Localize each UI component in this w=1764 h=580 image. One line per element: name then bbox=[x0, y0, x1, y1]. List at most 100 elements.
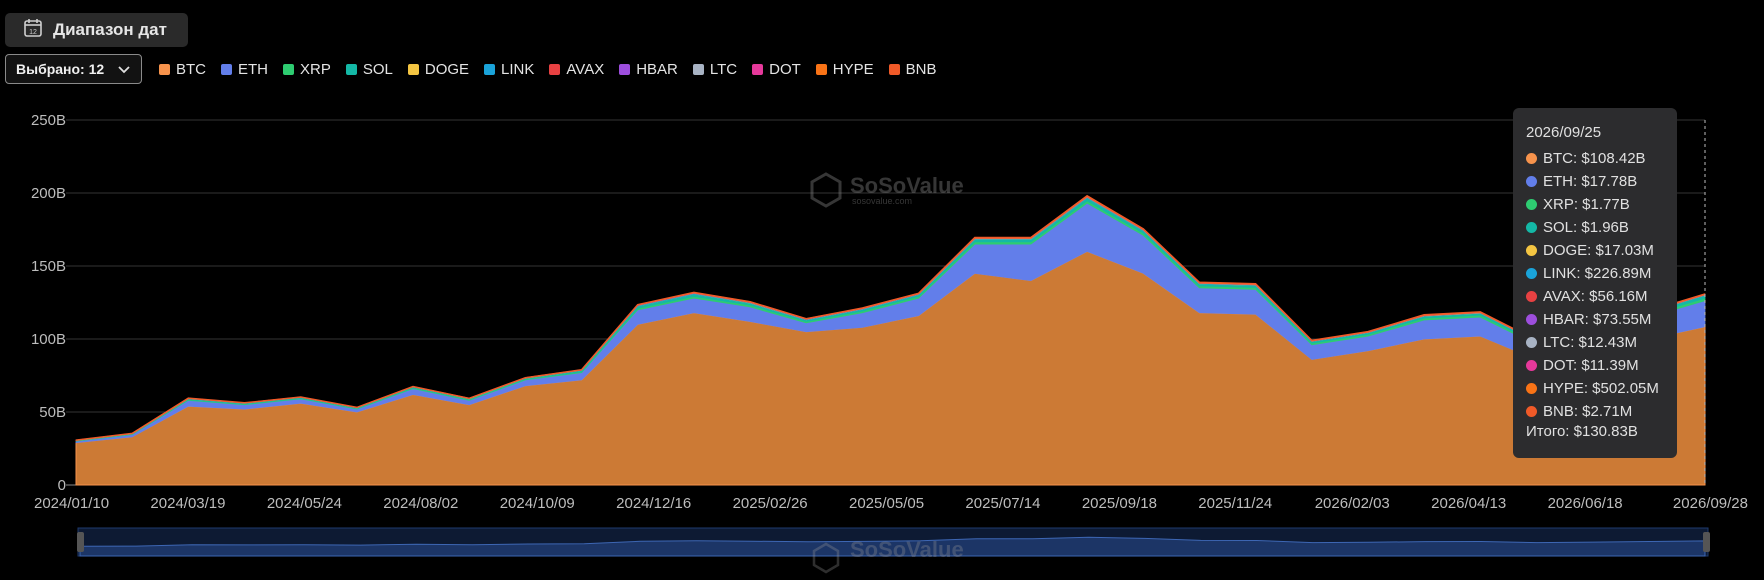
tooltip-row: HYPE: $502.05M bbox=[1526, 377, 1677, 400]
navigator-series bbox=[79, 536, 1706, 557]
legend-label: DOT bbox=[769, 60, 801, 78]
tooltip-row: ETH: $17.78B bbox=[1526, 170, 1677, 193]
y-tick-label: 50B bbox=[39, 404, 66, 421]
x-tick-label: 2024/08/02 bbox=[383, 495, 458, 512]
x-tick-label: 2025/09/18 bbox=[1082, 495, 1157, 512]
legend-item-sol[interactable]: SOL bbox=[345, 60, 393, 78]
legend-item-avax[interactable]: AVAX bbox=[549, 61, 604, 78]
tooltip-row-label: SOL: $1.96B bbox=[1543, 219, 1629, 236]
legend-item-eth[interactable]: ETH bbox=[221, 61, 268, 78]
tooltip-row: DOGE: $17.03M bbox=[1526, 239, 1677, 262]
tooltip-row: BNB: $2.71M bbox=[1526, 400, 1677, 423]
legend-swatch bbox=[888, 63, 900, 75]
legend-swatch bbox=[345, 63, 357, 75]
tooltip-total: Итого: $130.83B bbox=[1526, 423, 1638, 440]
legend-label: LINK bbox=[501, 60, 535, 78]
y-tick-label: 250B bbox=[31, 112, 66, 129]
legend-item-btc[interactable]: BTC bbox=[159, 61, 206, 78]
tooltip-row-label: DOGE: $17.03M bbox=[1543, 242, 1654, 259]
x-tick-label: 2026/04/13 bbox=[1431, 495, 1506, 512]
tooltip-row-label: XRP: $1.77B bbox=[1543, 196, 1630, 213]
tooltip-dot bbox=[1526, 383, 1537, 394]
legend-label: DOGE bbox=[424, 60, 470, 78]
chart-legend: BTC ETH XRP SOL DOGE LINK AVAX HBAR LTC DOT HYPE BN… bbox=[159, 57, 952, 81]
tooltip-dot bbox=[1526, 222, 1537, 233]
tooltip-row: LINK: $226.89M bbox=[1526, 262, 1677, 285]
tooltip-dot bbox=[1526, 245, 1537, 256]
legend-swatch bbox=[159, 63, 170, 75]
legend-label: LTC bbox=[709, 60, 738, 78]
legend-label: AVAX bbox=[566, 60, 605, 78]
calendar-icon: 12 bbox=[23, 18, 43, 43]
legend-swatch bbox=[484, 63, 496, 75]
x-tick-label: 2026/02/03 bbox=[1315, 495, 1390, 512]
tooltip-dot bbox=[1526, 176, 1537, 187]
range-navigator[interactable]: SoSoValue bbox=[77, 527, 1710, 574]
tooltip-row-label: HYPE: $502.05M bbox=[1543, 380, 1659, 397]
x-tick-label: 2024/10/09 bbox=[500, 495, 575, 512]
tooltip-row: DOT: $11.39M bbox=[1526, 354, 1677, 377]
tooltip-dot bbox=[1526, 199, 1537, 210]
tooltip-row-label: DOT: $11.39M bbox=[1543, 357, 1639, 374]
legend-label: BTC bbox=[176, 60, 206, 78]
tooltip-row: SOL: $1.96B bbox=[1526, 216, 1677, 239]
chevron-down-icon bbox=[117, 63, 131, 81]
tooltip-row-label: LINK: $226.89M bbox=[1543, 265, 1652, 282]
x-tick-label: 2024/01/10 bbox=[34, 495, 109, 512]
tooltip-row: BTC: $108.42B bbox=[1526, 147, 1677, 170]
sosovalue-logo-icon bbox=[810, 172, 842, 208]
chart-tooltip: 2026/09/25 BTC: $108.42B ETH: $17.78B XRP:… bbox=[1513, 108, 1677, 458]
navigator-right-handle[interactable] bbox=[1703, 532, 1710, 552]
legend-item-doge[interactable]: DOGE bbox=[407, 60, 470, 78]
tooltip-row: LTC: $12.43M bbox=[1526, 331, 1677, 354]
total-outline bbox=[75, 194, 1706, 441]
tooltip-dot bbox=[1526, 337, 1537, 348]
legend-item-hbar[interactable]: HBAR bbox=[619, 61, 678, 78]
tooltip-dot bbox=[1526, 360, 1537, 371]
tooltip-row-label: AVAX: $56.16M bbox=[1543, 288, 1648, 305]
legend-item-dot[interactable]: DOT bbox=[752, 61, 801, 78]
x-tick-label: 2024/12/16 bbox=[616, 495, 691, 512]
tooltip-dot bbox=[1526, 314, 1537, 325]
y-tick-label: 100B bbox=[31, 331, 66, 348]
legend-label: HYPE bbox=[832, 60, 874, 78]
legend-swatch bbox=[619, 63, 631, 75]
legend-swatch bbox=[283, 63, 294, 75]
tooltip-row-label: LTC: $12.43M bbox=[1543, 334, 1637, 351]
tooltip-row: HBAR: $73.55M bbox=[1526, 308, 1677, 331]
legend-item-xrp[interactable]: XRP bbox=[283, 61, 331, 78]
series-select-dropdown[interactable]: Выбрано: 12 bbox=[5, 54, 142, 84]
x-tick-label: 2025/05/05 bbox=[849, 495, 924, 512]
svg-text:12: 12 bbox=[29, 29, 37, 36]
legend-swatch bbox=[752, 63, 764, 75]
legend-item-link[interactable]: LINK bbox=[484, 61, 534, 78]
x-tick-label: 2024/03/19 bbox=[150, 495, 225, 512]
legend-swatch bbox=[549, 63, 561, 75]
tooltip-dot bbox=[1526, 153, 1537, 164]
tooltip-row-label: HBAR: $73.55M bbox=[1543, 311, 1652, 328]
legend-item-hype[interactable]: HYPE bbox=[815, 60, 874, 78]
date-range-button[interactable]: 12 Диапазон дат bbox=[5, 13, 188, 47]
x-tick-label: 2025/11/24 bbox=[1198, 495, 1272, 512]
legend-swatch bbox=[692, 63, 704, 75]
legend-label: SOL bbox=[362, 60, 393, 78]
series-select-label: Выбрано: 12 bbox=[16, 61, 105, 77]
navigator-left-handle[interactable] bbox=[77, 532, 84, 552]
x-tick-label: 2024/05/24 bbox=[267, 495, 342, 512]
tooltip-dot bbox=[1526, 268, 1537, 279]
tooltip-row: XRP: $1.77B bbox=[1526, 193, 1677, 216]
navigator-watermark-icon bbox=[812, 542, 840, 574]
watermark-site: sosovalue.com bbox=[852, 196, 912, 206]
tooltip-row-label: BNB: $2.71M bbox=[1543, 403, 1633, 420]
legend-item-ltc[interactable]: LTC bbox=[692, 60, 738, 78]
legend-item-bnb[interactable]: BNB bbox=[888, 60, 937, 78]
area-series-btc bbox=[75, 250, 1706, 486]
x-tick-label: 2025/07/14 bbox=[965, 495, 1040, 512]
tooltip-date: 2026/09/25 bbox=[1526, 124, 1602, 141]
legend-label: XRP bbox=[300, 60, 331, 78]
tooltip-row-label: ETH: $17.78B bbox=[1543, 173, 1638, 190]
legend-swatch bbox=[815, 63, 827, 75]
legend-label: BNB bbox=[905, 60, 937, 78]
watermark: SoSoValue sosovalue.com bbox=[810, 172, 964, 208]
